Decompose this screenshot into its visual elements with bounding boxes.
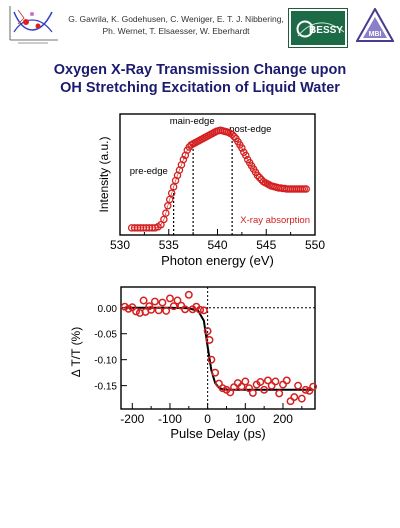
series-label: X-ray absorption <box>240 215 310 226</box>
x-tick-label: 545 <box>256 238 276 252</box>
transmission-change-chart: -200 -100 0 100 200 0.00 -0.05 -0.10 -0.15 Pulse … <box>69 286 318 441</box>
transmission-point <box>237 382 246 391</box>
plot-frame <box>120 286 316 410</box>
transmission-point <box>241 377 250 386</box>
transmission-point <box>203 327 212 336</box>
transmission-point <box>218 384 227 393</box>
transmission-point <box>290 393 299 402</box>
transmission-point <box>275 389 284 398</box>
absorption-point <box>162 209 170 217</box>
x-tick-label: 530 <box>110 238 130 252</box>
title-line-1: Oxygen X-Ray Transmission Change upon <box>53 62 347 78</box>
absorption-point <box>179 155 188 164</box>
poster-title: Oxygen X-Ray Transmission Change upon OH… <box>0 61 400 97</box>
transmission-point <box>309 382 318 391</box>
mbi-logo: MBI <box>356 8 394 42</box>
transmission-point <box>263 376 272 385</box>
transmission-point <box>162 306 171 315</box>
y-tick-label: 0.00 <box>98 304 118 315</box>
transmission-point <box>199 306 208 315</box>
poster-header: G. Gavrila, K. Godehusen, C. Weniger, E.… <box>0 0 400 50</box>
transmission-point <box>173 296 182 305</box>
transmission-point <box>205 336 214 344</box>
edge-annotation: post-edge <box>229 124 271 135</box>
transmission-point <box>294 381 302 390</box>
transmission-point <box>282 376 291 385</box>
bessy-logo: BESSY <box>288 8 348 48</box>
x-tick-label: 0 <box>204 412 211 426</box>
absorption-point <box>238 144 246 152</box>
y-tick-label: -0.05 <box>94 330 117 341</box>
transmission-point <box>301 385 310 394</box>
absorption-point <box>228 130 236 139</box>
absorption-point <box>302 185 310 193</box>
transmission-point <box>154 306 163 315</box>
transmission-point <box>158 298 167 307</box>
transmission-point <box>297 394 306 403</box>
transmission-point <box>211 368 220 377</box>
transmission-point <box>207 355 216 364</box>
absorption-point <box>230 132 238 141</box>
y-axis-label: Intensity (a.u.) <box>97 136 111 212</box>
potential-energy-diagram-logo <box>4 2 62 46</box>
xray-absorption-chart: 530 535 540 545 550 Photon energy (eV) Intensi… <box>97 113 325 268</box>
edge-annotation: pre-edge <box>130 166 168 177</box>
mbi-logo-text: MBI <box>369 31 382 38</box>
transmission-point <box>139 296 148 305</box>
transmission-point <box>132 307 141 316</box>
transmission-point <box>226 388 235 397</box>
transmission-point <box>248 388 257 397</box>
absorption-line <box>131 129 307 229</box>
transmission-point <box>260 385 269 394</box>
absorption-point <box>242 151 250 160</box>
authors-line-2: Ph. Wernet, T. Elsaesser, W. Eberhardt <box>102 26 250 36</box>
transmission-point <box>169 302 178 311</box>
x-tick-label: 550 <box>305 238 325 252</box>
x-tick-label: 535 <box>159 238 179 252</box>
x-tick-label: 100 <box>235 412 255 426</box>
transmission-point <box>166 294 174 303</box>
x-axis-label: Photon energy (eV) <box>161 253 274 268</box>
x-axis-label: Pulse Delay (ps) <box>170 426 265 441</box>
transmission-point <box>196 305 205 314</box>
author-list: G. Gavrila, K. Godehusen, C. Weniger, E.… <box>62 13 290 37</box>
absorption-point <box>253 171 262 180</box>
transmission-point <box>267 381 276 390</box>
x-tick-label: -200 <box>120 412 144 426</box>
transmission-point <box>184 290 193 299</box>
x-tick-label: 200 <box>273 412 293 426</box>
x-tick-label: 540 <box>207 238 227 252</box>
transmission-point <box>271 377 280 386</box>
x-tick-label: -100 <box>158 412 182 426</box>
transmission-point <box>124 304 133 313</box>
y-tick-label: -0.15 <box>94 382 117 393</box>
transmission-point <box>214 379 223 388</box>
edge-annotation: main-edge <box>170 116 215 127</box>
absorption-point <box>255 173 264 182</box>
transmission-point <box>147 305 156 314</box>
y-axis-label: Δ T/T (%) <box>69 327 83 377</box>
transmission-point <box>150 297 159 306</box>
transmission-point <box>256 378 265 386</box>
y-tick-label: -0.10 <box>94 356 117 367</box>
transmission-point <box>286 397 295 406</box>
authors-line-1: G. Gavrila, K. Godehusen, C. Weniger, E.… <box>68 14 284 24</box>
transmission-point <box>279 380 287 389</box>
transmission-point <box>181 305 189 314</box>
bessy-logo-text: BESSY <box>309 25 343 36</box>
title-line-2: OH Stretching Excitation of Liquid Water <box>60 80 340 96</box>
transmission-point <box>245 384 254 393</box>
